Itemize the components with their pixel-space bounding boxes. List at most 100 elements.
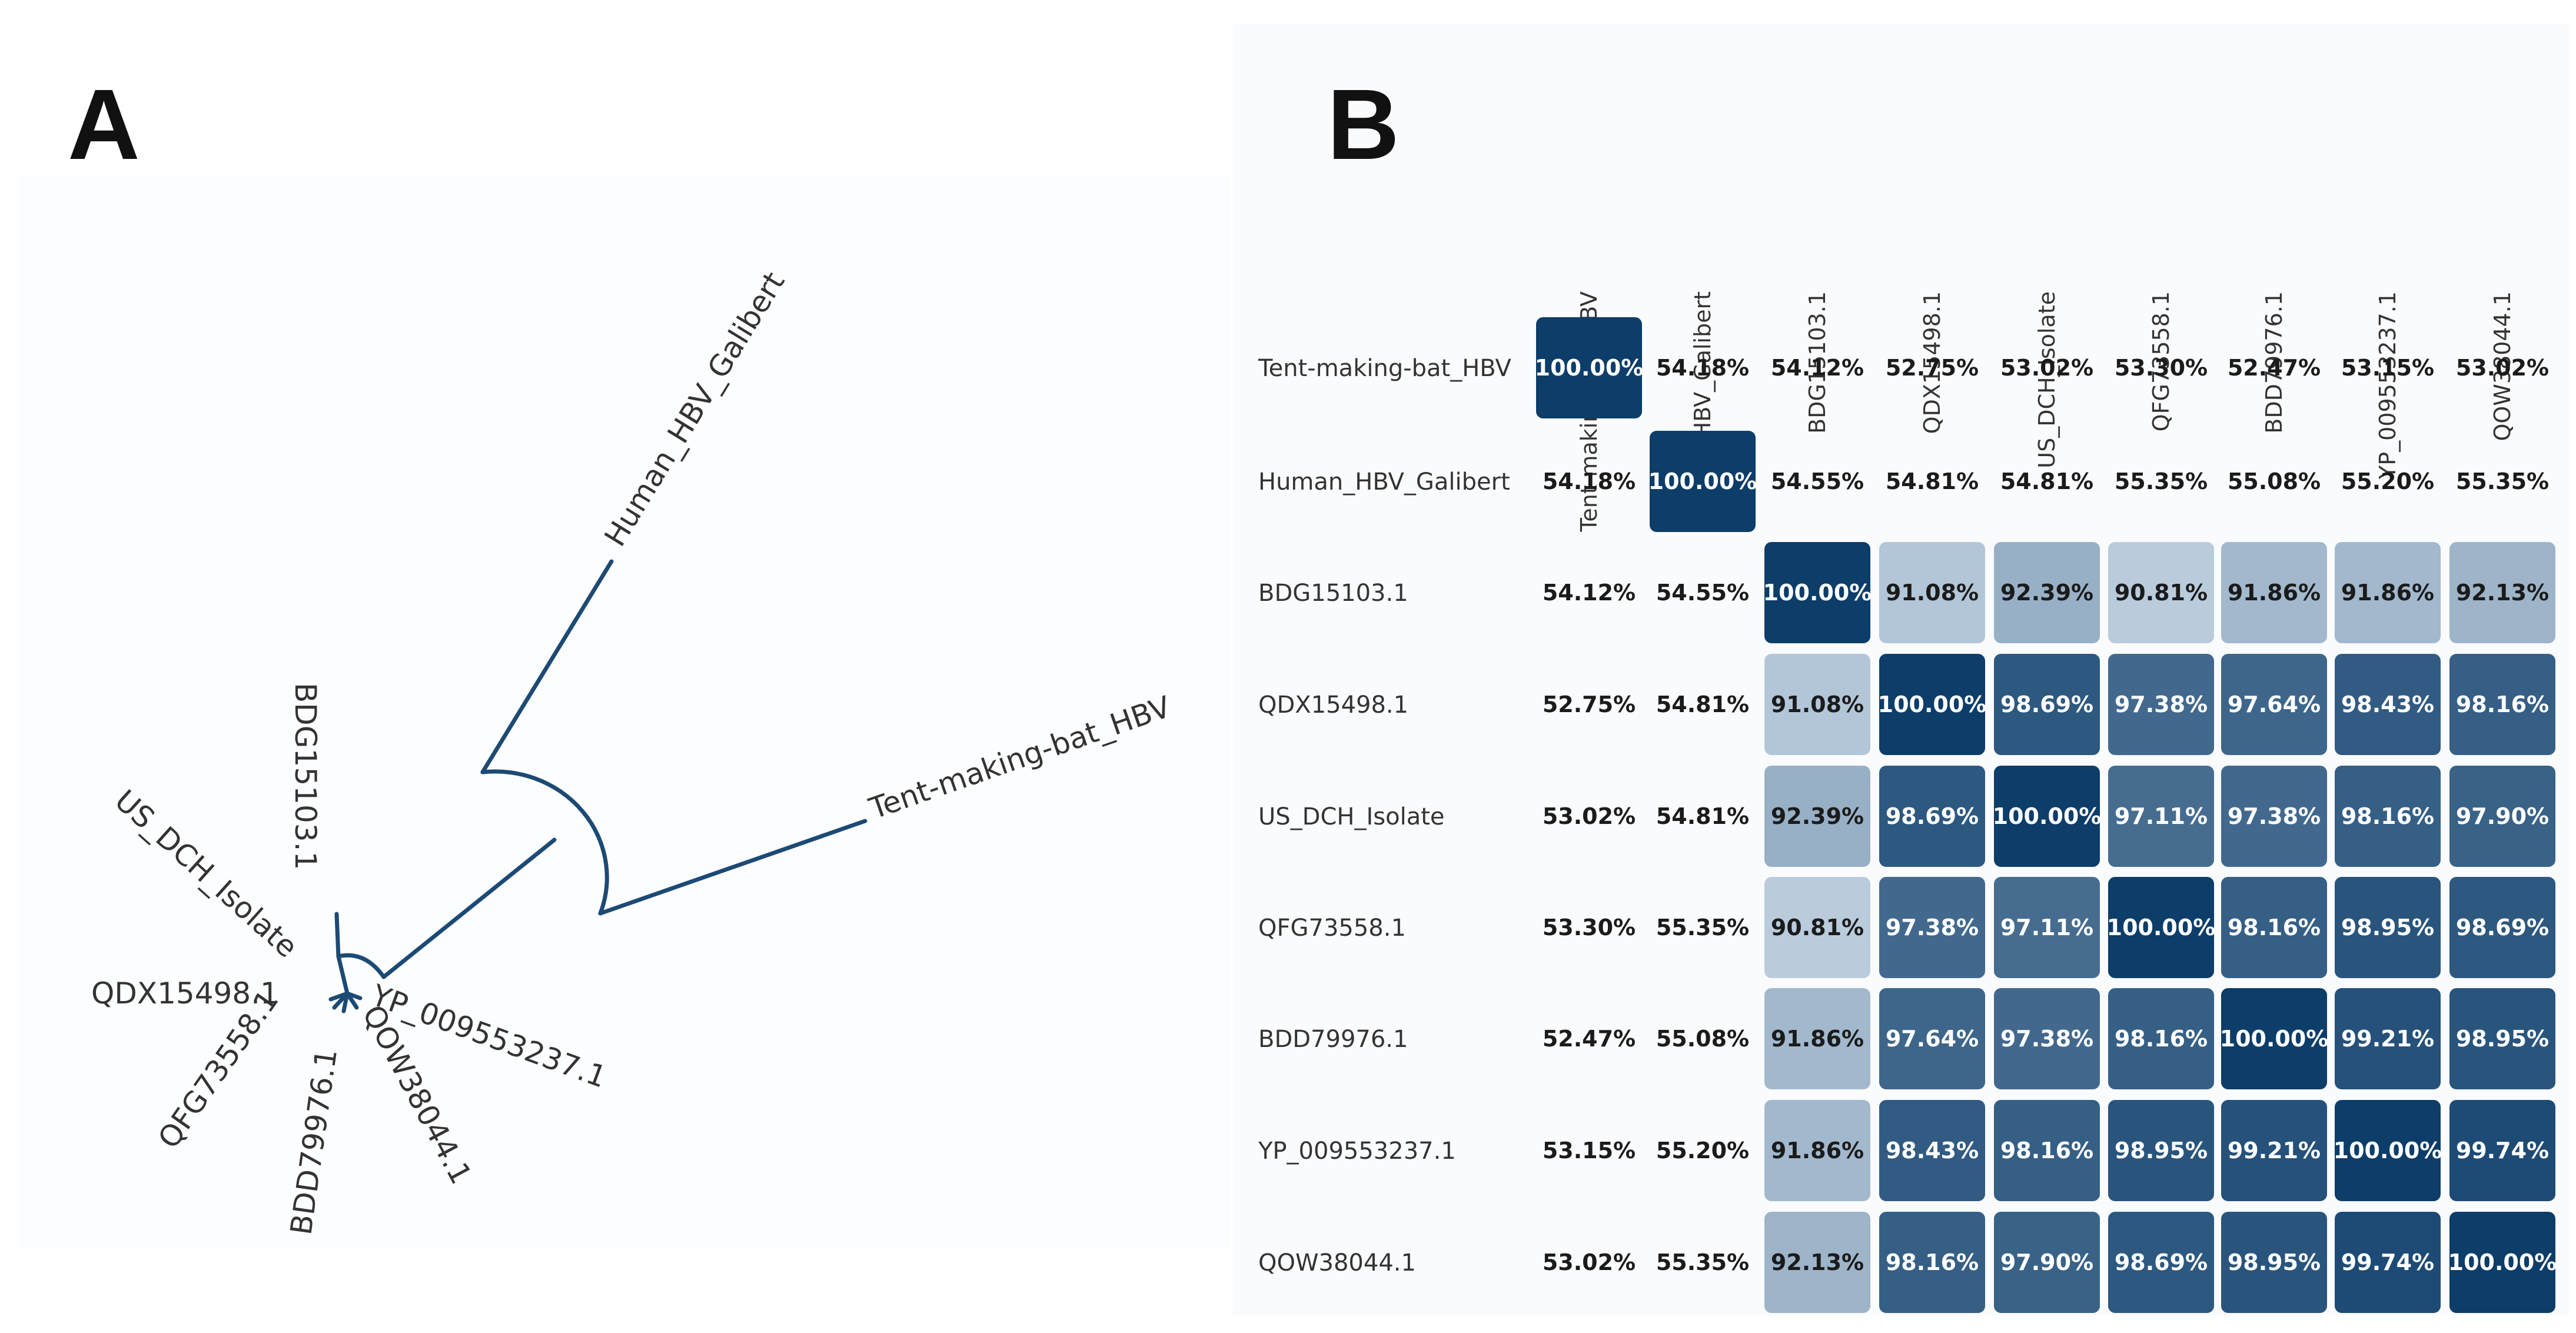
heatmap-cell-value: 54.12% [1543, 580, 1636, 606]
heatmap-cell-value: 54.81% [1886, 468, 1979, 494]
heatmap-cell [2108, 654, 2214, 755]
heatmap-cell-value: 98.16% [1886, 1249, 1979, 1275]
column-header-qow38044-1: QOW38044.1 [2489, 291, 2515, 441]
heatmap-cell-value: 97.38% [2000, 1026, 2093, 1052]
column-header-bdd79976-1: BDD79976.1 [2261, 291, 2287, 434]
heatmap-cell [1650, 431, 1756, 532]
heatmap-cell [2221, 877, 2327, 978]
row-header-yp-009553237-1: YP_009553237.1 [1258, 1138, 1456, 1165]
heatmap-cell-value: 100.00% [2448, 1249, 2557, 1275]
heatmap-cell-value: 55.35% [2456, 468, 2549, 494]
heatmap-cell-value: 52.75% [1886, 355, 1979, 381]
heatmap-cell [2335, 1100, 2441, 1201]
heatmap-cell [1994, 542, 2100, 643]
heatmap-cell [2449, 654, 2555, 755]
row-header-bdg15103-1: BDG15103.1 [1258, 580, 1408, 607]
heatmap-cell-value: 55.20% [2341, 468, 2434, 494]
heatmap-cell-value: 55.35% [2115, 468, 2208, 494]
heatmap-cell [1879, 1100, 1985, 1201]
heatmap-cell-value: 91.08% [1771, 692, 1864, 717]
heatmap-cell-value: 99.74% [2456, 1138, 2549, 1164]
heatmap-cell-value: 98.16% [2000, 1138, 2093, 1164]
row-header-human-hbv-galibert: Human_HBV_Galibert [1258, 468, 1510, 496]
heatmap-cell-value: 100.00% [2107, 915, 2216, 940]
identity-heatmap: Tent-making-bat_HBV Human_HBV_Galibert BDG… [1258, 291, 2557, 1313]
row-header-tent-making-bat-hbv: Tent-making-bat_HBV [1258, 355, 1512, 382]
heatmap-cell [1764, 766, 1870, 867]
heatmap-cell-value: 98.16% [2456, 692, 2549, 717]
column-header-us-dch-isolate: US_DCH_Isolate [2034, 291, 2060, 468]
heatmap-cell-value: 53.30% [1543, 915, 1636, 940]
heatmap-cell-value: 98.95% [2341, 915, 2434, 940]
heatmap-cell [1994, 1100, 2100, 1201]
heatmap-cell-value: 97.11% [2000, 915, 2093, 940]
heatmap-cell-value: 92.39% [1771, 803, 1864, 829]
heatmap-cell [2108, 877, 2214, 978]
heatmap-cell-value: 97.90% [2456, 803, 2549, 829]
heatmap-cell-value: 53.15% [1543, 1138, 1636, 1164]
heatmap-cell-value: 53.02% [1543, 1249, 1636, 1275]
heatmap-cell-value: 98.69% [2456, 915, 2549, 940]
heatmap-cell-value: 98.95% [2456, 1026, 2549, 1052]
heatmap-cell-value: 91.86% [2341, 580, 2434, 606]
branch-clade [381, 837, 557, 979]
heatmap-cell-value: 98.69% [2115, 1249, 2208, 1275]
heatmap-cell-value: 98.43% [1886, 1138, 1979, 1164]
heatmap-cell-value: 98.69% [2000, 692, 2093, 717]
heatmap-cell-value: 53.15% [2341, 355, 2434, 381]
heatmap-cell [1764, 988, 1870, 1089]
heatmap-cell-value: 92.13% [2456, 580, 2549, 606]
heatmap-cell [2335, 1212, 2441, 1313]
row-header-qfg73558-1: QFG73558.1 [1258, 915, 1406, 942]
heatmap-cell [1764, 654, 1870, 755]
heatmap-cell-value: 97.90% [2000, 1249, 2093, 1275]
heatmap-cell-value: 99.74% [2341, 1249, 2434, 1275]
heatmap-cell-value: 99.21% [2228, 1138, 2321, 1164]
heatmap-cell-value: 52.47% [1543, 1026, 1636, 1052]
heatmap-cell [2335, 654, 2441, 755]
heatmap-cell [1764, 877, 1870, 978]
branch-bdg [334, 912, 341, 959]
heatmap-cell [1994, 877, 2100, 978]
heatmap-cell-value: 53.30% [2115, 355, 2208, 381]
column-header-yp-009553237-1: YP_009553237.1 [2375, 291, 2401, 480]
row-header-bdd79976-1: BDD79976.1 [1258, 1026, 1408, 1053]
heatmap-cell-value: 97.38% [2228, 803, 2321, 829]
heatmap-cell-value: 54.18% [1543, 468, 1636, 494]
arc-internal-2 [336, 953, 386, 979]
branch-tent-bat [598, 819, 867, 916]
arc-internal-1 [480, 769, 609, 916]
heatmap-cell [2108, 1212, 2214, 1313]
heatmap-cell-value: 54.81% [2000, 468, 2093, 494]
heatmap-cell-value: 91.86% [2228, 580, 2321, 606]
heatmap-cell [1764, 542, 1870, 643]
heatmap-cell [1879, 654, 1985, 755]
heatmap-cell-value: 97.64% [2228, 692, 2321, 717]
heatmap-cell [2221, 654, 2327, 755]
heatmap-cell-value: 53.02% [2000, 355, 2093, 381]
heatmap-cell-value: 98.95% [2115, 1138, 2208, 1164]
heatmap-cell-value: 91.08% [1886, 580, 1979, 606]
heatmap-cell-value: 100.00% [1763, 580, 1872, 606]
tips-cluster [328, 991, 363, 1013]
heatmap-cell-value: 99.21% [2341, 1026, 2434, 1052]
heatmap-cell-value: 97.11% [2115, 803, 2208, 829]
heatmap-cell-value: 100.00% [2220, 1026, 2329, 1052]
heatmap-cell [2449, 877, 2555, 978]
heatmap-cell-value: 55.20% [1656, 1138, 1749, 1164]
heatmap-cell [2108, 542, 2214, 643]
heatmap-cell [2221, 542, 2327, 643]
heatmap-cell-value: 98.43% [2341, 692, 2434, 717]
tree-label-bdg15103: BDG15103.1 [288, 683, 323, 870]
tree-panel-background [18, 177, 1230, 1248]
heatmap-cell-value: 54.18% [1656, 355, 1749, 381]
heatmap-cell [2449, 766, 2555, 867]
heatmap-cell [2449, 1212, 2555, 1313]
column-header-qfg73558-1: QFG73558.1 [2148, 291, 2174, 431]
panel-a-letter: A [68, 69, 140, 181]
heatmap-cell-value: 52.75% [1543, 692, 1636, 717]
heatmap-cell [2335, 988, 2441, 1089]
heatmap-cell-value: 97.64% [1886, 1026, 1979, 1052]
heatmap-cell-value: 98.16% [2228, 915, 2321, 940]
heatmap-cell [2449, 542, 2555, 643]
